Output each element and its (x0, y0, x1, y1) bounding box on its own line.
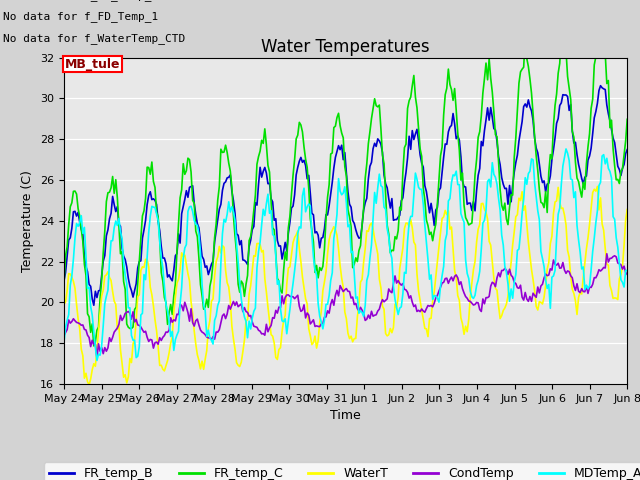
CondTemp (308, 319, 316, 325)
MDTemp_A (60, 339, 68, 345)
MDTemp_A (93, 358, 100, 363)
CondTemp (623, 272, 631, 277)
WaterT (623, 206, 631, 212)
WaterT (593, 183, 601, 189)
CondTemp (60, 333, 68, 338)
MDTemp_A (308, 232, 316, 238)
WaterT (248, 268, 256, 274)
FR_temp_C (623, 117, 631, 122)
Y-axis label: Temperature (C): Temperature (C) (22, 170, 35, 272)
FR_temp_B (131, 288, 138, 293)
FR_temp_B (230, 198, 237, 204)
FR_temp_B (248, 227, 256, 232)
WaterT (308, 342, 316, 348)
Line: MDTemp_A: MDTemp_A (64, 149, 627, 360)
FR_temp_C (595, 26, 603, 32)
CondTemp (593, 272, 601, 277)
WaterT (230, 336, 237, 342)
FR_temp_C (90, 343, 98, 349)
FR_temp_B (90, 302, 98, 308)
MDTemp_A (230, 209, 237, 215)
WaterT (60, 301, 68, 307)
FR_temp_B (623, 147, 631, 153)
CondTemp (603, 251, 611, 257)
FR_temp_B (308, 210, 316, 216)
MDTemp_A (623, 267, 631, 273)
Legend: FR_temp_B, FR_temp_C, WaterT, CondTemp, MDTemp_A: FR_temp_B, FR_temp_C, WaterT, CondTemp, … (44, 462, 640, 480)
FR_temp_C (230, 213, 237, 218)
WaterT (595, 207, 603, 213)
MDTemp_A (131, 337, 138, 343)
Line: FR_temp_C: FR_temp_C (64, 29, 627, 346)
FR_temp_C (248, 222, 256, 228)
FR_temp_B (258, 174, 266, 180)
FR_temp_C (60, 281, 68, 287)
FR_temp_B (593, 100, 601, 106)
Line: WaterT: WaterT (64, 186, 627, 384)
WaterT (131, 336, 138, 342)
MDTemp_A (248, 315, 256, 321)
FR_temp_C (308, 227, 316, 233)
Line: FR_temp_B: FR_temp_B (64, 86, 627, 305)
Line: CondTemp: CondTemp (64, 254, 627, 358)
Title: Water Temperatures: Water Temperatures (261, 38, 430, 56)
WaterT (258, 249, 266, 255)
FR_temp_B (60, 278, 68, 284)
Text: No data for f_FD_Temp_1: No data for f_FD_Temp_1 (3, 11, 159, 22)
WaterT (85, 382, 93, 387)
FR_temp_C (131, 307, 138, 312)
CondTemp (248, 319, 256, 325)
FR_temp_C (258, 137, 266, 143)
MDTemp_A (562, 146, 570, 152)
Text: No data for f_WaterTemp_CTD: No data for f_WaterTemp_CTD (3, 33, 186, 44)
FR_temp_B (596, 83, 604, 89)
MDTemp_A (258, 222, 266, 228)
Text: MB_tule: MB_tule (65, 58, 120, 71)
CondTemp (131, 319, 138, 325)
FR_temp_C (593, 44, 601, 50)
CondTemp (93, 355, 100, 361)
X-axis label: Time: Time (330, 409, 361, 422)
CondTemp (230, 299, 237, 304)
CondTemp (258, 331, 266, 337)
MDTemp_A (595, 183, 603, 189)
